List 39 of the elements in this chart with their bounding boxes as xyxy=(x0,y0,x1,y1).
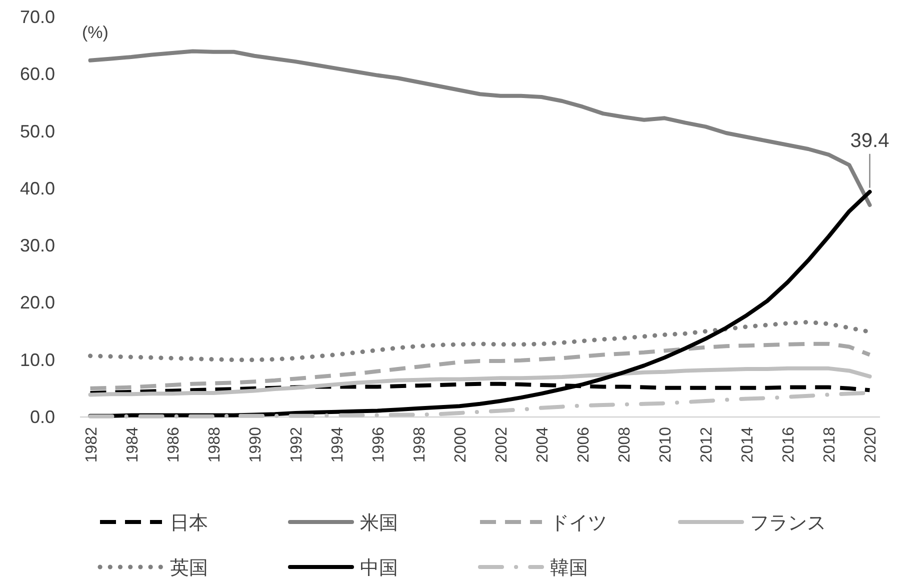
legend-label: 中国 xyxy=(360,558,398,579)
x-tick-label: 2012 xyxy=(698,426,716,463)
x-tick-label: 1998 xyxy=(411,426,428,463)
x-tick-label: 1982 xyxy=(83,426,100,463)
x-tick-label: 2016 xyxy=(780,426,798,463)
x-tick-label: 2004 xyxy=(534,426,552,463)
legend-label: ドイツ xyxy=(550,513,607,534)
line-series xyxy=(88,366,872,397)
y-tick-label: 70.0 xyxy=(20,7,55,27)
y-tick-label: 20.0 xyxy=(20,292,55,313)
y-axis-title: (%) xyxy=(82,23,108,42)
x-tick-label: 1994 xyxy=(329,426,346,463)
legend-label: 韓国 xyxy=(550,558,588,579)
x-tick-label: 1992 xyxy=(288,426,306,463)
annotation: 39.4 xyxy=(850,130,890,152)
legend-label: 日本 xyxy=(170,513,208,534)
x-tick-label: 2000 xyxy=(452,426,470,463)
y-tick-label: 50.0 xyxy=(20,121,55,142)
x-tick-label: 1996 xyxy=(370,426,388,463)
x-tick-label: 2018 xyxy=(822,426,839,463)
legend-label: 米国 xyxy=(360,513,398,534)
legend-label: フランス xyxy=(750,513,826,534)
legend-label: 英国 xyxy=(170,558,208,579)
y-tick-label: 30.0 xyxy=(20,236,55,256)
y-tick-label: 60.0 xyxy=(20,64,55,84)
x-tick-label: 2010 xyxy=(658,426,675,463)
x-tick-label: 2002 xyxy=(494,426,511,463)
x-tick-label: 1986 xyxy=(165,426,182,463)
x-tick-label: 2020 xyxy=(862,426,880,463)
line-series xyxy=(88,342,872,390)
y-tick-label: 40.0 xyxy=(20,178,55,198)
x-tick-label: 1990 xyxy=(247,426,264,463)
x-tick-label: 2006 xyxy=(576,426,593,463)
x-tick-label: 1988 xyxy=(206,426,224,463)
y-tick-label: 10.0 xyxy=(20,350,55,370)
x-tick-label: 2008 xyxy=(616,426,634,463)
y-tick-label: 0.0 xyxy=(30,407,55,427)
x-tick-label: 2014 xyxy=(740,426,757,463)
x-tick-label: 1984 xyxy=(124,426,142,463)
